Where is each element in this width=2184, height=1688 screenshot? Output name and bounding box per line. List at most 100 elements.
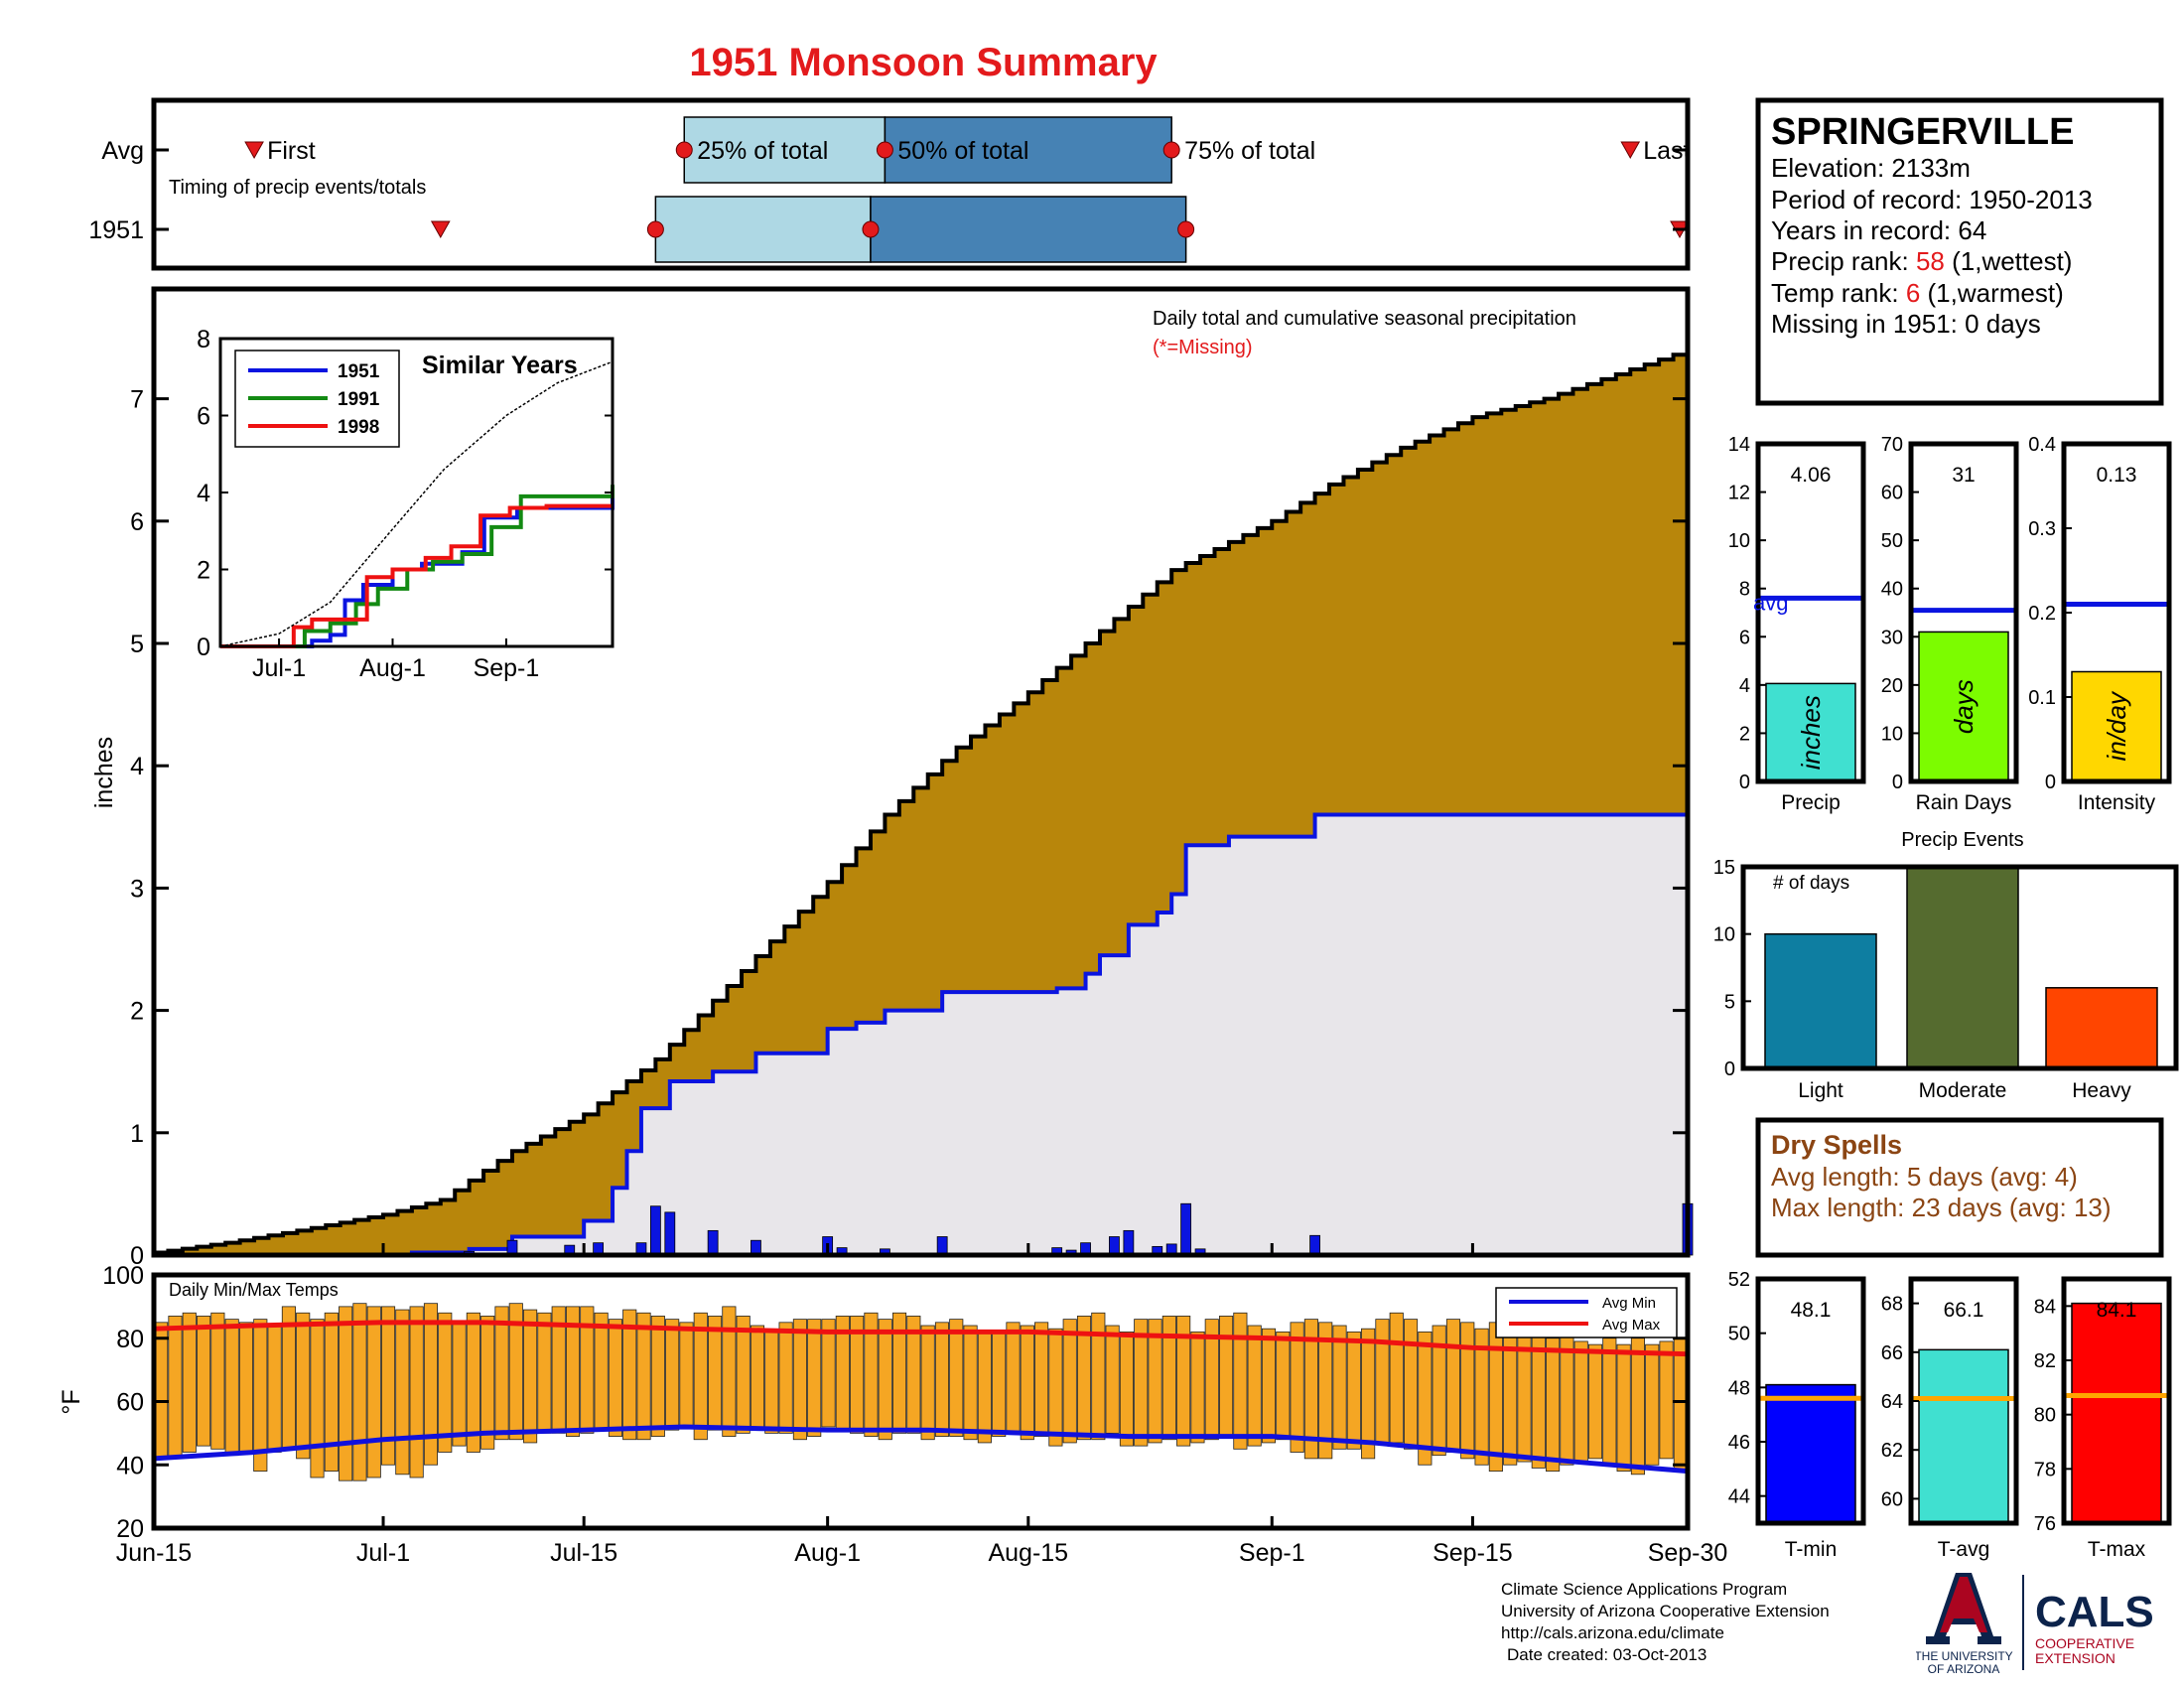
- summary-y-tick-label: 4: [1739, 675, 1750, 697]
- summary-panel-t-avg: 60 62 64 66 68 66.1 T-avg: [1881, 1276, 2019, 1561]
- summary-y-tick-label: 62: [1881, 1440, 1903, 1462]
- daily-temp-bar: [792, 1319, 807, 1441]
- inset-legend-label-1951: 1951: [338, 361, 380, 382]
- daily-temp-bar: [1616, 1343, 1631, 1473]
- summary-y-tick-label: 40: [1881, 579, 1903, 601]
- inset-y-tick-label: 0: [197, 633, 210, 661]
- temp-y-tick-label: 80: [116, 1326, 144, 1353]
- daily-temp-bar: [1161, 1316, 1176, 1441]
- daily-temp-bar: [1105, 1325, 1120, 1434]
- summary-y-tick-label: 82: [2034, 1350, 2056, 1372]
- quartile-50-label: 50% of total: [897, 137, 1028, 165]
- ua-logo-line1: THE UNIVERSITY: [1916, 1649, 2013, 1663]
- daily-temp-bar: [508, 1303, 523, 1441]
- summary-bar-precip: [1765, 682, 1856, 782]
- summary-y-tick-label: 0.3: [2028, 518, 2056, 540]
- summary-y-tick-label: 70: [1881, 434, 1903, 456]
- daily-temp-bar: [339, 1306, 353, 1481]
- daily-temp-bar: [452, 1322, 467, 1447]
- daily-temp-bar: [807, 1319, 822, 1437]
- temp-y-tick-label: 40: [116, 1452, 144, 1479]
- daily-temp-bar: [1062, 1319, 1077, 1444]
- legend-avg-max: Avg Max: [1602, 1317, 1661, 1334]
- daily-precip-bar: [649, 1205, 661, 1256]
- summary-y-tick-label: 0.2: [2028, 603, 2056, 625]
- daily-temp-bar: [1303, 1319, 1318, 1460]
- summary-y-tick-label: 20: [1881, 675, 1903, 697]
- summary-y-tick-label: 66: [1881, 1342, 1903, 1364]
- summary-y-tick-label: 50: [1881, 530, 1903, 552]
- temp-x-tick-label: Aug-15: [988, 1539, 1068, 1567]
- summary-bar-t-min: [1765, 1383, 1856, 1524]
- summary-y-tick-label: 10: [1728, 530, 1750, 552]
- first-event-label: First: [267, 137, 316, 165]
- events-category-label: Moderate: [1919, 1079, 2007, 1102]
- daily-temp-bar: [1418, 1331, 1433, 1466]
- timing-q50-marker-avg: [876, 141, 893, 159]
- daily-temp-bar: [1602, 1337, 1617, 1466]
- temp-y-axis-label: °F: [58, 1389, 85, 1414]
- daily-temp-bar: [580, 1306, 595, 1434]
- summary-value-label: 31: [1952, 464, 1975, 487]
- summary-category-label: Rain Days: [1916, 791, 2012, 814]
- station-years: Years in record: 64: [1771, 215, 1986, 245]
- summary-value-label: 48.1: [1791, 1299, 1832, 1322]
- events-y-tick-label: 0: [1724, 1058, 1735, 1080]
- summary-panel-intensity: 0 0.1 0.2 0.3 0.4 0.13 in/day Intensity: [2028, 434, 2172, 814]
- avg-min-line: [153, 1424, 1689, 1475]
- timing-panel: Avg 1951 Timing of precip events/totals …: [88, 97, 1691, 271]
- summary-category-label: Precip: [1781, 791, 1841, 814]
- temp-x-tick-label: Jul-1: [356, 1539, 410, 1567]
- summary-y-tick-label: 60: [1881, 483, 1903, 504]
- daily-temp-bar: [494, 1306, 509, 1441]
- summary-frame: [1755, 441, 1866, 784]
- university-of-arizona-logo-icon: THE UNIVERSITY OF ARIZONA: [1916, 1573, 2013, 1676]
- summary-unit-label: days: [1949, 679, 1979, 734]
- summary-panel-t-max: 76 78 80 82 84 84.1 T-max: [2034, 1276, 2172, 1561]
- daily-temp-bar: [722, 1306, 737, 1437]
- daily-temp-bar: [296, 1312, 311, 1460]
- summary-frame: [1755, 1276, 1866, 1526]
- daily-temp-bar: [1119, 1331, 1134, 1447]
- daily-temp-bar: [963, 1325, 978, 1441]
- footer-url[interactable]: http://cals.arizona.edu/climate: [1501, 1623, 1724, 1642]
- daily-temp-bar: [1403, 1319, 1419, 1450]
- timing-box-50-75-year: [870, 196, 1187, 263]
- daily-temp-bar: [821, 1319, 836, 1428]
- summary-y-tick-label: 6: [1739, 627, 1750, 648]
- summary-category-label: T-max: [2088, 1538, 2146, 1561]
- daily-temp-bar: [395, 1309, 410, 1476]
- timing-q75-marker-year: [1177, 220, 1195, 238]
- daily-temp-bar: [1460, 1322, 1475, 1460]
- station-missing: Missing in 1951: 0 days: [1771, 309, 2041, 339]
- timing-last-marker-avg: [1620, 141, 1641, 160]
- main-chart-title: Daily total and cumulative seasonal prec…: [1153, 308, 1576, 330]
- daily-temp-bar: [1276, 1331, 1291, 1441]
- daily-temp-bar: [750, 1325, 765, 1431]
- summary-y-tick-label: 0: [1892, 772, 1903, 793]
- summary-y-tick-label: 50: [1728, 1324, 1750, 1345]
- daily-precip-bar: [1180, 1202, 1192, 1256]
- daily-temp-bar: [1219, 1316, 1234, 1437]
- daily-temp-bar: [423, 1303, 439, 1466]
- main-y-tick-label: 5: [130, 631, 144, 658]
- daily-temp-bar: [466, 1312, 480, 1453]
- last-event-label: Last: [1643, 137, 1690, 165]
- daily-precip-bar: [1109, 1236, 1120, 1256]
- timing-q75-marker-avg: [1162, 141, 1180, 159]
- timing-q25-marker-year: [646, 220, 664, 238]
- daily-temp-bar: [1531, 1319, 1546, 1469]
- footer-university: University of Arizona Cooperative Extens…: [1501, 1602, 1830, 1620]
- temp-y-tick-label: 60: [116, 1389, 144, 1417]
- summary-y-tick-label: 8: [1739, 579, 1750, 601]
- events-y-tick-label: 15: [1713, 857, 1735, 879]
- daily-temp-bar: [1247, 1325, 1262, 1447]
- main-y-tick-label: 6: [130, 508, 144, 536]
- summary-bar-rain-days: [1918, 631, 2009, 782]
- year-cumulative-line: [154, 758, 1690, 1257]
- daily-temp-bar: [1488, 1322, 1503, 1473]
- precip-events-ylabel: # of days: [1773, 873, 1849, 894]
- temp-x-tick-label: Aug-1: [794, 1539, 861, 1567]
- summary-value-label: 66.1: [1944, 1299, 1984, 1322]
